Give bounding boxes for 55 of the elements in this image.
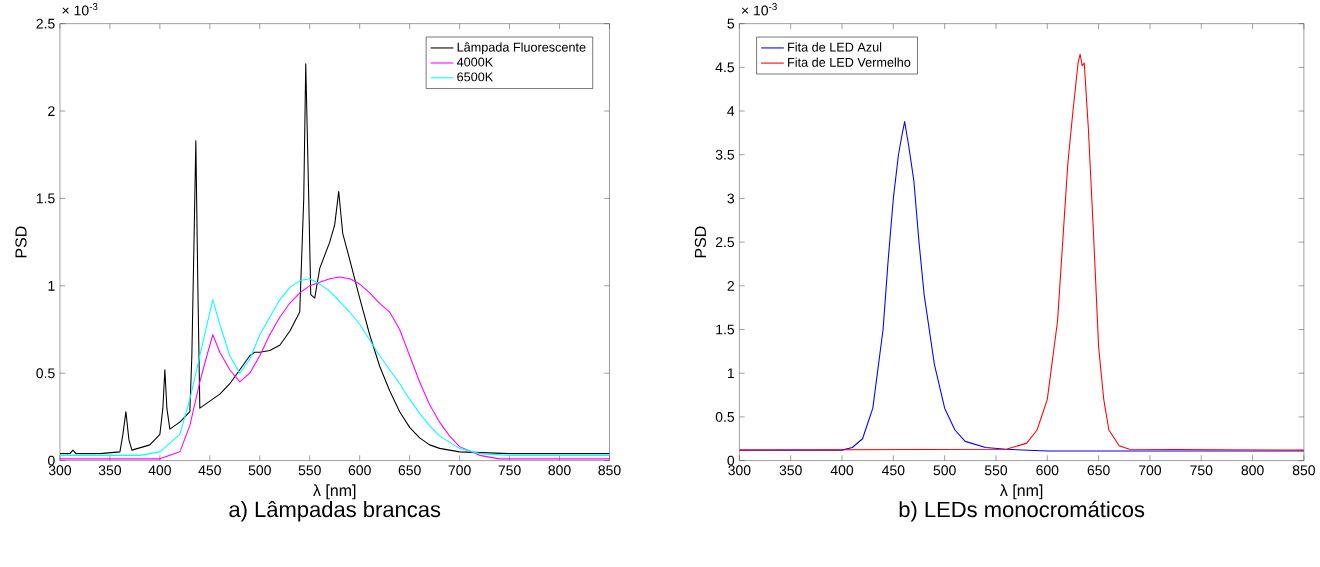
x-tick-label: 450 [881,465,905,476]
text: b) LEDs monocromáticos [899,501,1145,522]
y-tick-label: 2.5 [36,18,55,29]
legend-label: 4000K [456,57,494,67]
x-axis-title: λ [nm] [999,484,1043,500]
x-tick-label: 500 [933,465,956,476]
x-tick-label: 550 [298,465,321,476]
y-tick-label: 0.5 [715,412,735,423]
x-tick-label: 400 [148,465,171,476]
x-tick-label: 650 [398,465,421,476]
y-axis-title: PSD [694,226,707,258]
x-tick-label: 350 [779,465,802,476]
x-tick-label: 750 [498,465,521,476]
x-tick-label: 400 [830,465,854,476]
x-tick-label: 300 [48,465,72,476]
x-tick-label: 350 [98,465,122,476]
x-tick-label: 600 [1036,465,1059,476]
x-axis-title: λ [nm] [313,484,356,500]
x-tick-label: 850 [598,465,621,476]
x-tick-label: 700 [1138,465,1162,476]
y-tick-label: 1.5 [716,324,735,335]
y-tick-label: 2 [727,281,734,291]
legend-label: Lâmpada Fluorescente [457,42,586,55]
x-tick-label: 650 [1087,465,1110,476]
x-tick-label: 750 [1190,465,1213,476]
x-tick-label: 450 [198,465,221,476]
x-tick-label: 300 [728,465,751,476]
y-tick-label: 1.5 [36,193,55,204]
legend-label: Fita de LED Azul [788,42,882,52]
y-tick-label: 2 [48,106,55,117]
y-tick-label: 2.5 [715,237,735,248]
x-tick-label: 500 [248,465,271,476]
legend-label: 6500K [457,72,494,82]
y-tick-label: 4.5 [715,62,735,73]
text: a) Lâmpadas brancas [229,501,441,522]
text: × 10$^{-3}$ [741,3,777,16]
y-tick-label: 4 [727,106,735,117]
x-tick-label: 800 [548,465,571,476]
y-tick-label: 1 [48,281,55,291]
y-tick-label: 0 [48,455,55,466]
x-tick-label: 850 [1292,465,1316,476]
y-tick-label: 5 [727,19,735,29]
text: × 10$^{-3}$ [62,3,98,16]
line-series [739,53,1304,451]
y-tick-label: 3.5 [715,150,735,160]
legend-label: Fita de LED Vermelho [788,57,911,68]
x-tick-label: 700 [448,465,471,476]
y-tick-label: 0 [727,455,735,466]
y-tick-label: 3 [727,193,735,204]
x-tick-label: 800 [1241,465,1264,476]
y-axis-title: PSD [15,226,27,258]
x-tick-label: 550 [984,465,1008,476]
x-tick-label: 600 [348,465,371,476]
y-tick-label: 0.5 [36,368,55,379]
y-tick-label: 1 [727,368,734,379]
